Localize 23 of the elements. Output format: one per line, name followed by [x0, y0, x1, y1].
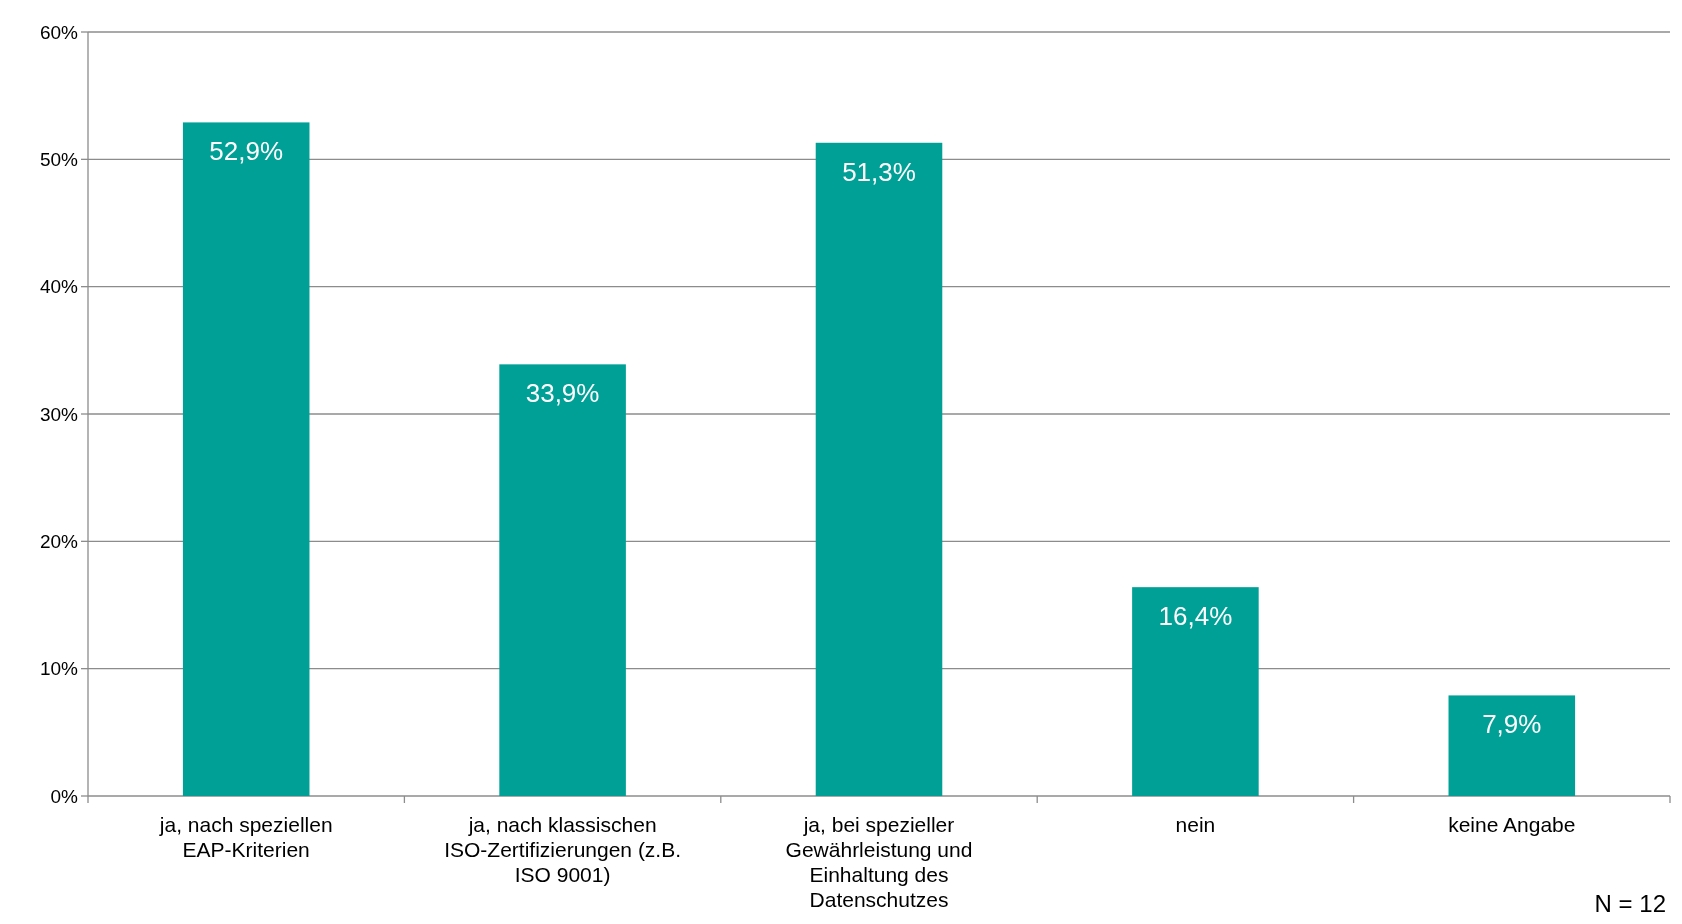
data-label: 7,9% [1482, 709, 1542, 740]
y-tick-label: 20% [39, 530, 79, 552]
bar [182, 122, 310, 796]
bar [815, 142, 943, 796]
x-tick-label: ja, nach speziellen EAP-Kriterien [158, 813, 333, 861]
x-tick-label: ja, bei spezieller Gewährleistung und Einhaltung des Datenschutzes [785, 813, 973, 911]
data-label: 51,3% [842, 156, 916, 187]
y-tick-label: 40% [39, 276, 79, 298]
x-tick-label: keine Angabe [1448, 813, 1576, 836]
bar [1132, 587, 1259, 796]
x-tick-label: nein [1175, 813, 1216, 836]
y-tick-label: 50% [39, 148, 79, 170]
y-tick-label: 10% [39, 658, 79, 680]
data-label: 16,4% [1158, 601, 1233, 632]
text: N = 12 [1594, 890, 1666, 917]
x-tick-label: ja, nach klassischen ISO-Zertifizierungen (z.B. ISO 9001) [444, 813, 682, 886]
data-label: 33,9% [525, 378, 600, 409]
y-tick-label: 60% [39, 21, 79, 43]
bar [1448, 695, 1576, 796]
y-tick-label: 30% [39, 403, 79, 425]
bar [499, 364, 626, 796]
y-tick-label: 0% [50, 785, 79, 807]
data-label: 52,9% [209, 136, 284, 167]
